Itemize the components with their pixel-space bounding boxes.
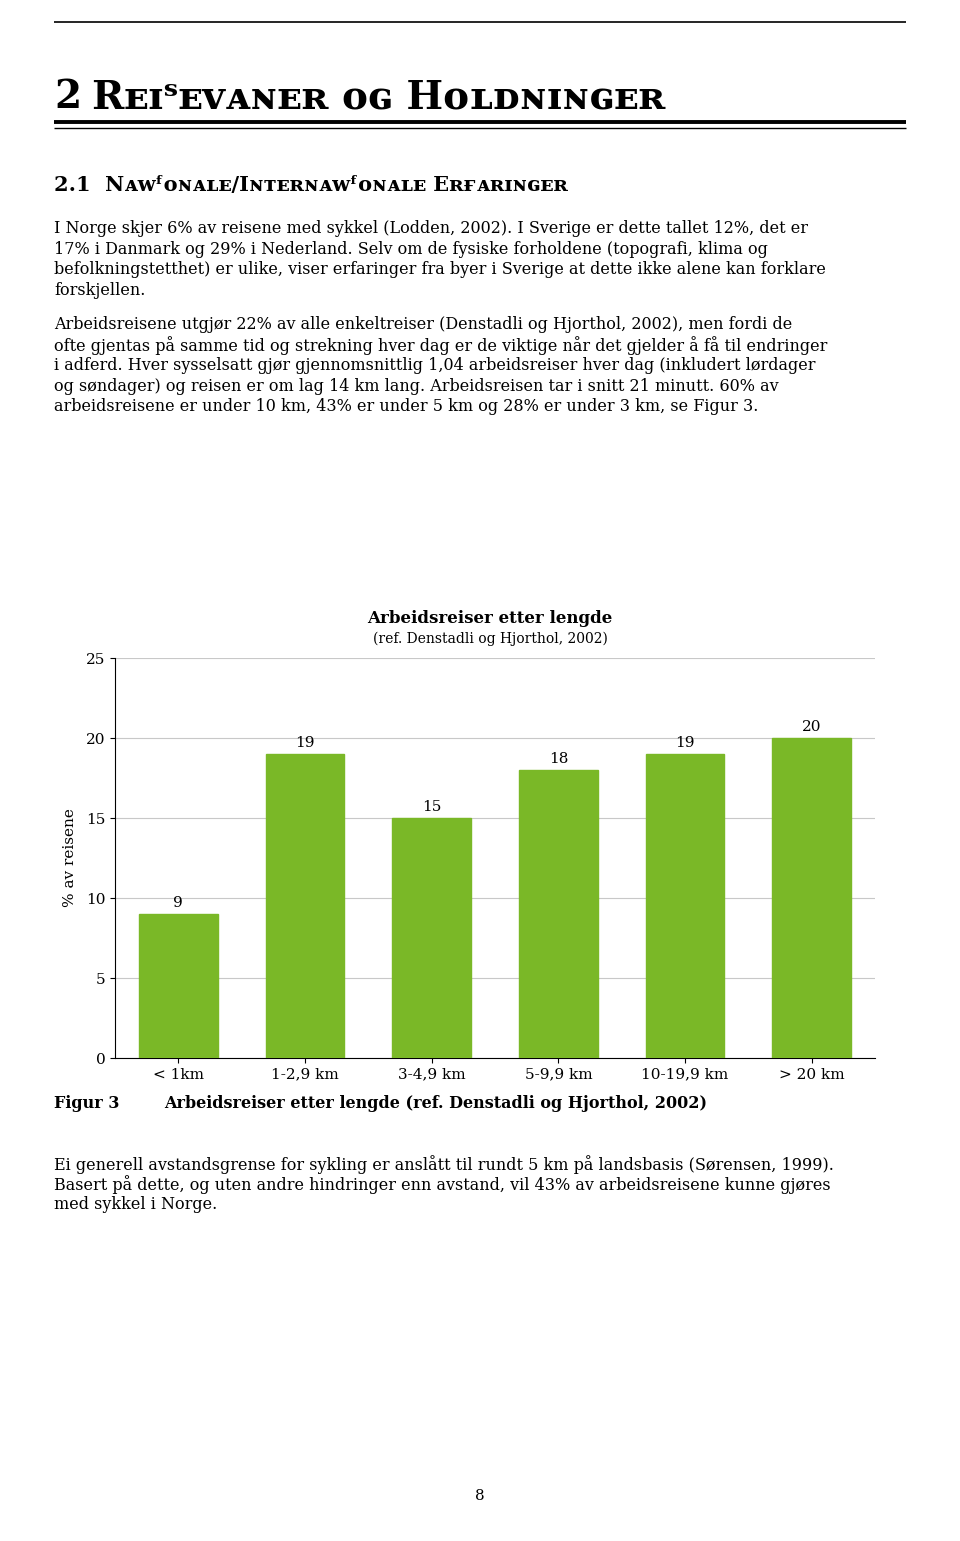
Text: Basert på dette, og uten andre hindringer enn avstand, vil 43% av arbeidsreisene: Basert på dette, og uten andre hindringe… — [54, 1176, 830, 1194]
Bar — [773, 738, 851, 1059]
Text: 9: 9 — [174, 895, 183, 911]
Text: med sykkel i Norge.: med sykkel i Norge. — [54, 1196, 217, 1213]
Text: I Norge skjer 6% av reisene med sykkel (Lodden, 2002). I Sverige er dette tallet: I Norge skjer 6% av reisene med sykkel (… — [54, 220, 808, 237]
Text: og søndager) og reisen er om lag 14 km lang. Arbeidsreisen tar i snitt 21 minutt: og søndager) og reisen er om lag 14 km l… — [54, 378, 779, 394]
Text: Arbeidsreiser etter lengde (ref. Denstadli og Hjorthol, 2002): Arbeidsreiser etter lengde (ref. Denstad… — [164, 1096, 707, 1113]
Text: 19: 19 — [675, 737, 695, 750]
Text: (ref. Denstadli og Hjorthol, 2002): (ref. Denstadli og Hjorthol, 2002) — [372, 632, 608, 646]
Text: arbeidsreisene er under 10 km, 43% er under 5 km og 28% er under 3 km, se Figur : arbeidsreisene er under 10 km, 43% er un… — [54, 398, 758, 415]
Text: i adferd. Hver sysselsatt gjør gjennomsnittlig 1,04 arbeidsreiser hver dag (inkl: i adferd. Hver sysselsatt gjør gjennomsn… — [54, 358, 815, 374]
Bar — [646, 754, 724, 1059]
Text: 2.1  Nᴀᴡᶠᴏɴᴀʟᴇ/Iɴᴛᴇʀɴᴀᴡᶠᴏɴᴀʟᴇ Eʀғᴀʀɪɴɢᴇʀ: 2.1 Nᴀᴡᶠᴏɴᴀʟᴇ/Iɴᴛᴇʀɴᴀᴡᶠᴏɴᴀʟᴇ Eʀғᴀʀɪɴɢᴇʀ — [54, 176, 568, 196]
Text: ofte gjentas på samme tid og strekning hver dag er de viktige når det gjelder å : ofte gjentas på samme tid og strekning h… — [54, 336, 828, 356]
Bar — [393, 818, 471, 1059]
Text: forskjellen.: forskjellen. — [54, 282, 145, 299]
Bar — [139, 914, 218, 1059]
Text: 18: 18 — [549, 752, 568, 766]
Text: Rᴇɪˢᴇᴠᴀɴᴇʀ ᴏɢ Hᴏʟᴅɴɪɴɢᴇʀ: Rᴇɪˢᴇᴠᴀɴᴇʀ ᴏɢ Hᴏʟᴅɴɪɴɢᴇʀ — [92, 79, 665, 116]
Y-axis label: % av reisene: % av reisene — [63, 809, 78, 908]
Bar — [266, 754, 345, 1059]
Text: 20: 20 — [802, 720, 822, 734]
Text: 17% i Danmark og 29% i Nederland. Selv om de fysiske forholdene (topografi, klim: 17% i Danmark og 29% i Nederland. Selv o… — [54, 240, 768, 257]
Text: 8: 8 — [475, 1489, 485, 1502]
Bar — [519, 770, 597, 1059]
Text: Arbeidsreisene utgjør 22% av alle enkeltreiser (Denstadli og Hjorthol, 2002), me: Arbeidsreisene utgjør 22% av alle enkelt… — [54, 316, 792, 333]
Text: 2: 2 — [54, 79, 82, 116]
Text: Arbeidsreiser etter lengde: Arbeidsreiser etter lengde — [368, 610, 612, 627]
Text: Figur 3: Figur 3 — [54, 1096, 119, 1113]
Text: befolkningstetthet) er ulike, viser erfaringer fra byer i Sverige at dette ikke : befolkningstetthet) er ulike, viser erfa… — [54, 260, 826, 277]
Text: Ei generell avstandsgrense for sykling er anslått til rundt 5 km på landsbasis (: Ei generell avstandsgrense for sykling e… — [54, 1156, 834, 1174]
Text: 15: 15 — [422, 800, 442, 814]
Text: 19: 19 — [296, 737, 315, 750]
